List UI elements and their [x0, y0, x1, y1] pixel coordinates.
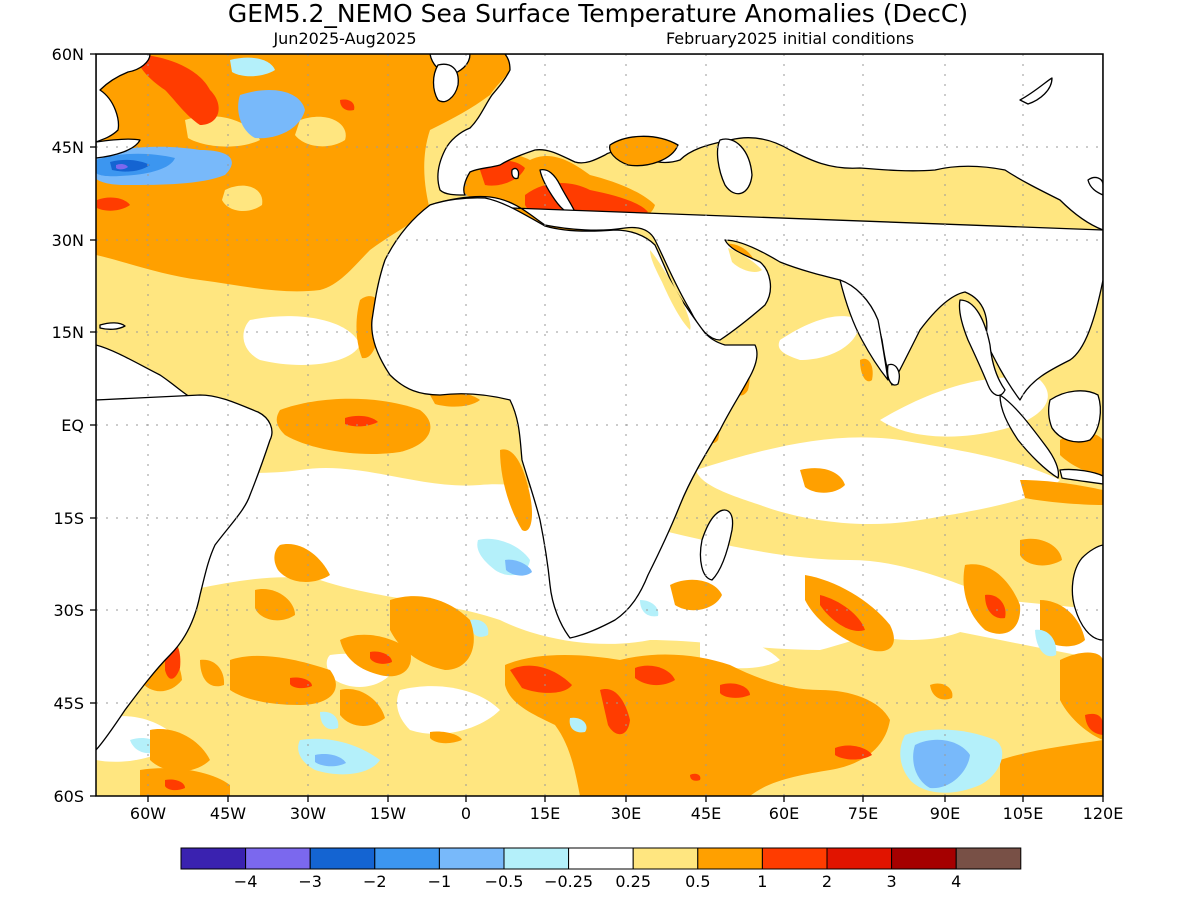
lat-label: 15S: [53, 509, 84, 528]
lat-label: 30S: [53, 601, 84, 620]
colorbar-swatch: [632, 847, 699, 870]
colorbar-label: −1: [428, 872, 452, 891]
sumatra-land: [999, 394, 1060, 479]
initial-conditions: February2025 initial conditions: [666, 29, 914, 48]
southeast-asia-land: [958, 299, 1006, 397]
colorbar-label: 0.5: [685, 872, 710, 891]
india-land: [839, 279, 889, 381]
colorbar-label: −0.5: [485, 872, 524, 891]
graticule: [96, 54, 1103, 796]
southern-ocean-hotspots: [510, 594, 1103, 781]
colorbar-swatch: [374, 847, 440, 870]
australia-land: [1071, 544, 1103, 641]
latitude-labels: 60N 45N 30N 15N EQ 15S 30S 45S 60S: [52, 45, 84, 806]
longitude-ticks: [147, 796, 1104, 802]
colorbar-swatch: [955, 847, 1022, 870]
lat-label: EQ: [61, 416, 84, 435]
lon-label: 60W: [130, 804, 166, 823]
colorbar-swatch: [826, 847, 893, 870]
nw-atlantic-hotspots: [97, 54, 355, 211]
borneo-land: [1048, 390, 1101, 443]
tropical-atlantic-hotspot: [345, 415, 378, 427]
map-panel: [96, 54, 1103, 796]
nova-scotia-land: [96, 138, 141, 159]
lon-label: 30W: [290, 804, 326, 823]
longitude-labels: 60W 45W 30W 15W 0 15E 30E 45E 60E 75E 90…: [130, 804, 1123, 823]
europe-land: [437, 54, 1103, 231]
cuba-land: [99, 322, 126, 330]
madagascar-land: [699, 509, 734, 581]
lon-label: 45E: [691, 804, 721, 823]
colorbar-swatch: [697, 847, 763, 870]
japan-land: [1019, 77, 1053, 105]
lat-label: 30N: [52, 231, 84, 250]
lat-label: 15N: [52, 323, 84, 342]
colorbar-swatch: [180, 847, 247, 870]
lat-label: 60S: [53, 787, 84, 806]
caspian-sea-water: [716, 138, 753, 195]
persian-gulf-water: [728, 248, 762, 273]
lon-label: 15E: [530, 804, 560, 823]
colorbar: −4 −3 −2 −1 −0.5 −0.25 0.25 0.5 1 2 3 4: [180, 847, 1022, 891]
colorbar-swatch: [761, 847, 828, 870]
north-america-land: [96, 54, 151, 143]
kamchatka-coast: [1087, 176, 1103, 196]
lon-label: 60E: [769, 804, 799, 823]
java-land: [1059, 468, 1103, 485]
colorbar-label: 4: [951, 872, 961, 891]
land-masses: [96, 54, 1103, 751]
forecast-period: Jun2025-Aug2025: [272, 29, 416, 48]
lat-label: 45S: [53, 694, 84, 713]
nw-atlantic-cold-anomaly: [96, 57, 305, 185]
colorbar-swatch: [438, 847, 505, 870]
lon-label: 30E: [611, 804, 641, 823]
colorbar-label: −0.25: [544, 872, 593, 891]
colorbar-label: 1: [757, 872, 767, 891]
south-atlantic-hotspots: [165, 639, 392, 791]
black-sea-water: [609, 135, 679, 167]
colorbar-swatch: [503, 847, 570, 870]
colorbar-label: 2: [822, 872, 832, 891]
africa-body-land: [371, 197, 758, 639]
map-title: GEM5.2_NEMO Sea Surface Temperature Anom…: [228, 0, 968, 28]
lat-label: 60N: [52, 45, 84, 64]
lon-label: 105E: [1003, 804, 1044, 823]
south-indian-cool-anomaly: [569, 600, 1057, 793]
colorbar-label: 0.25: [615, 872, 651, 891]
sri-lanka-land: [886, 363, 900, 386]
latitude-ticks: [90, 53, 96, 797]
lon-label: 120E: [1083, 804, 1124, 823]
lat-label: 45N: [52, 138, 84, 157]
colorbar-label: −4: [234, 872, 258, 891]
lon-label: 0: [461, 804, 471, 823]
lon-label: 45W: [210, 804, 246, 823]
colorbar-label: −2: [363, 872, 387, 891]
south-america-land: [96, 394, 273, 751]
lon-label: 75E: [848, 804, 878, 823]
mallorca-corsica-land: [511, 167, 520, 180]
colorbar-label: −3: [298, 872, 322, 891]
british-isles-land: [432, 63, 459, 103]
colorbar-swatch: [891, 847, 957, 870]
red-sea-water: [650, 250, 691, 330]
lon-label: 15W: [370, 804, 406, 823]
colorbar-swatch: [568, 847, 634, 870]
tropical-atlantic-warm-anomaly: [276, 296, 533, 531]
colorbar-swatch: [309, 847, 376, 870]
colorbar-label: 3: [887, 872, 897, 891]
colorbar-swatch: [245, 847, 311, 870]
lon-label: 90E: [930, 804, 960, 823]
